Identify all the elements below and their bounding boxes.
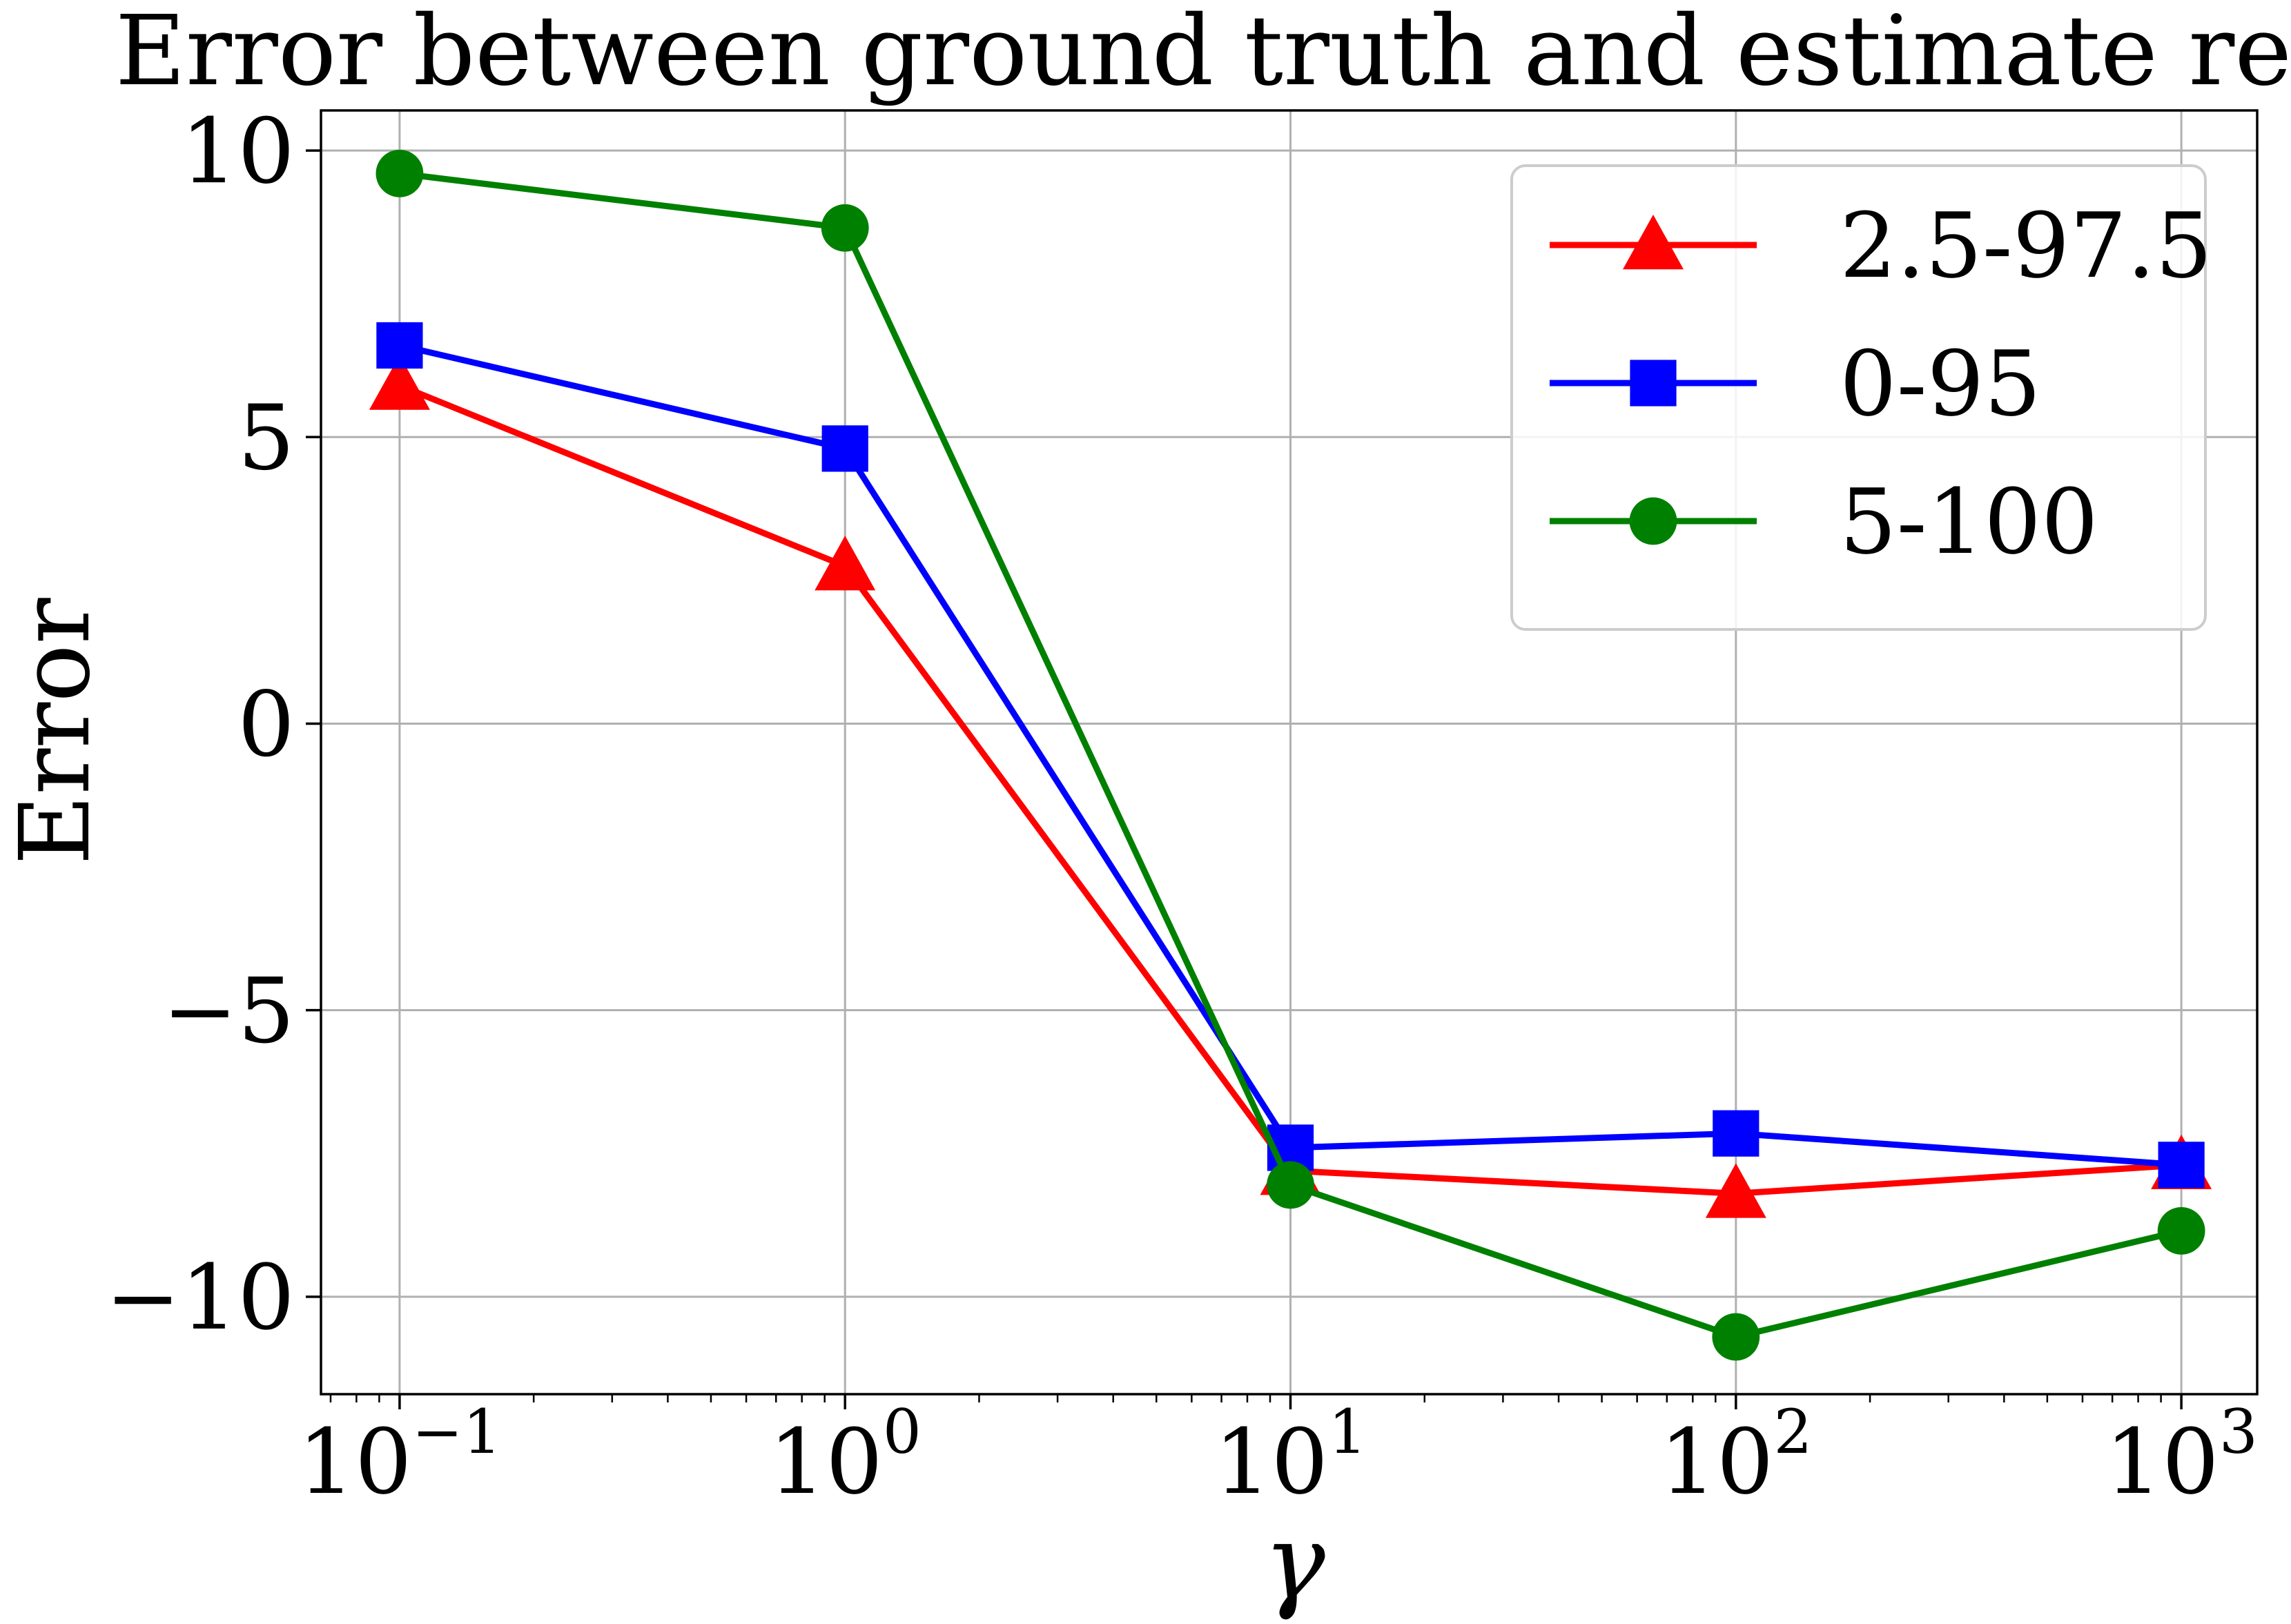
axes: 10−1 100 101 102 103 10 5 0 −5 −10 — [106, 99, 2259, 1514]
y-axis-label: Error — [0, 598, 112, 865]
legend-marker — [1630, 360, 1677, 407]
x-tick-label: 103 — [2105, 1396, 2257, 1514]
series-5-100 — [376, 149, 2205, 1361]
data-point — [815, 536, 876, 591]
legend-marker — [1623, 215, 1684, 270]
legend-marker — [1629, 497, 1677, 545]
data-point — [376, 149, 424, 197]
chart-title: Error between ground truth and estimate … — [115, 0, 2291, 108]
legend-label: 2.5-97.5 — [1840, 193, 2212, 298]
data-point — [1267, 1161, 1314, 1209]
legend-box — [1510, 164, 2207, 631]
y-tick-label: 0 — [237, 672, 295, 776]
x-axis-label: γ — [1263, 1503, 1325, 1623]
x-tick-label: 100 — [769, 1396, 922, 1514]
y-tick-label: 5 — [237, 385, 295, 490]
legend: 2.5-97.5 0-95 5-100 — [1510, 164, 2212, 631]
data-point — [1712, 1313, 1760, 1361]
data-point — [821, 425, 868, 472]
legend-label: 0-95 — [1840, 331, 2041, 436]
legend-label: 5-100 — [1840, 469, 2098, 574]
data-point — [1705, 1163, 1766, 1218]
y-tick-label: 10 — [181, 99, 295, 204]
data-point — [369, 355, 430, 410]
grid-lines — [321, 110, 2257, 1394]
data-point — [2157, 1206, 2205, 1255]
data-point — [2158, 1142, 2205, 1188]
y-tick-label: −5 — [162, 959, 295, 1064]
y-tick-label: −10 — [106, 1245, 295, 1350]
x-tick-label: 10−1 — [298, 1396, 501, 1514]
x-tick-label: 102 — [1659, 1396, 1812, 1514]
plot-frame — [320, 109, 2259, 1396]
data-point — [376, 322, 423, 369]
series-layer — [369, 149, 2212, 1361]
x-tick-label: 101 — [1214, 1396, 1367, 1514]
data-point — [1713, 1110, 1759, 1157]
data-point — [821, 204, 869, 252]
series-0-95 — [376, 322, 2205, 1188]
